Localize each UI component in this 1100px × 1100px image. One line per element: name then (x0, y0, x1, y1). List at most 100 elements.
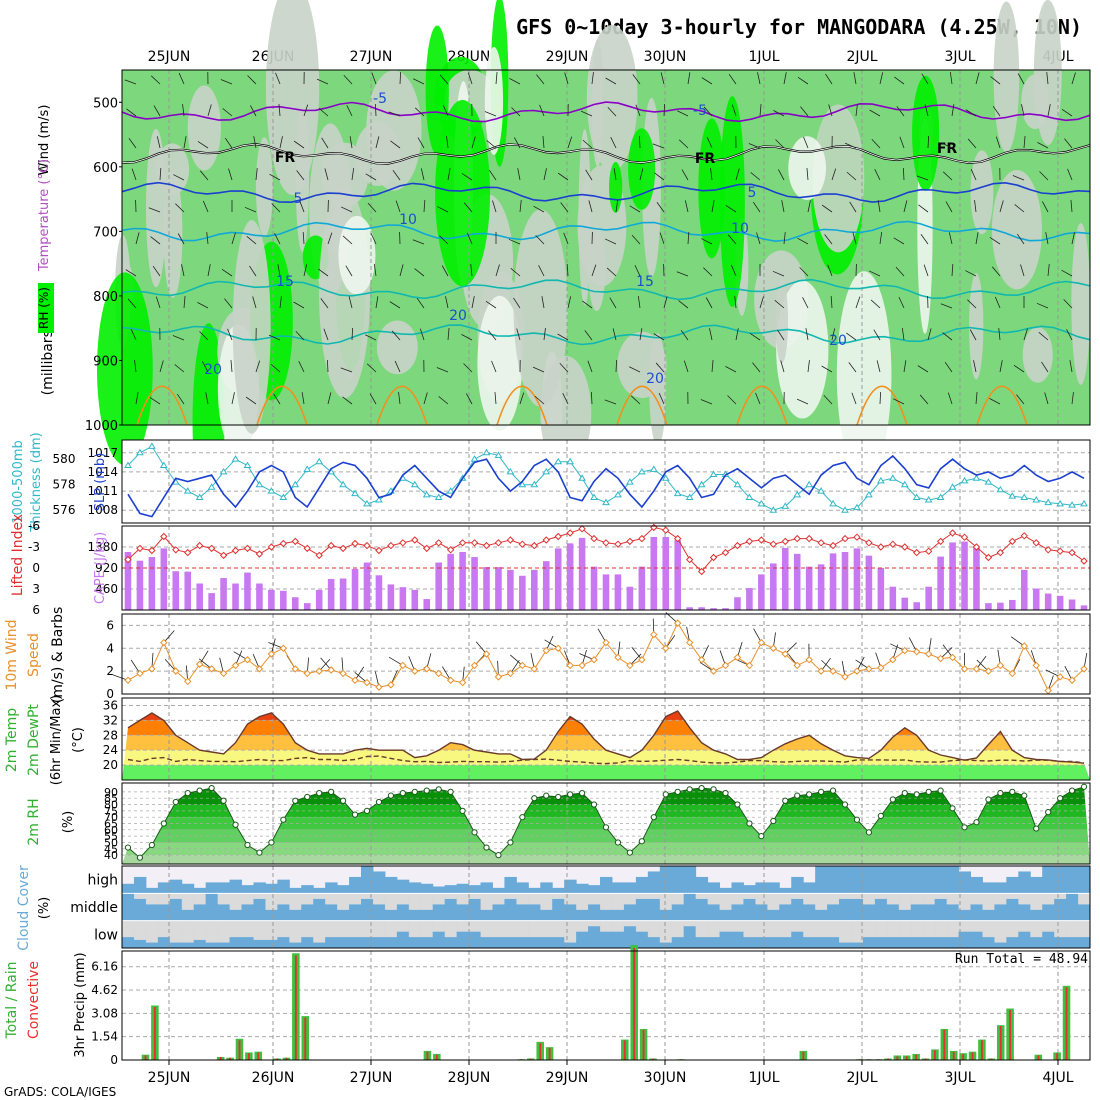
cloud-high-51 (731, 882, 744, 894)
thickness-marker-66 (912, 493, 921, 500)
upper-wind-barb (965, 270, 977, 277)
warm-contour-4 (616, 385, 668, 426)
li-marker-53 (757, 536, 766, 544)
upper-wind-barb (895, 266, 905, 277)
rh-marker-73 (997, 790, 1004, 797)
cloud-high-52 (743, 885, 756, 894)
upper-wind-barb (676, 271, 689, 277)
upper-wind-barb (279, 136, 283, 149)
rh-marker-42 (626, 849, 634, 856)
cloud-gap-low-61 (850, 920, 864, 943)
cloud-low-72 (982, 937, 995, 948)
upper-wind-barb (757, 72, 761, 85)
upper-wind-barb (375, 296, 379, 309)
upper-wind-barb (437, 206, 449, 213)
upper-wind-barb (969, 329, 977, 341)
cloud-middle-44 (647, 898, 661, 921)
upper-wind-barb (183, 296, 186, 309)
cloud-low-48 (695, 937, 709, 948)
cloud-middle-12 (265, 909, 278, 921)
cloud-low-74 (1006, 937, 1019, 948)
cloud-middle-60 (839, 898, 852, 921)
cloud-middle-65 (898, 909, 912, 921)
warm-contour-5 (736, 385, 788, 426)
cloud-low-29 (468, 931, 482, 948)
upper-wind-barb (941, 142, 953, 149)
rh-marker-10 (244, 841, 251, 849)
upper-ytick-5: 1000 (85, 419, 118, 434)
upper-wind-barb (874, 169, 881, 181)
thickness-marker-61 (853, 503, 861, 511)
rh-marker-58 (818, 788, 825, 795)
upper-wind-barb (207, 104, 212, 117)
upper-wind-barb (830, 296, 833, 309)
upper-wind-barb (756, 232, 761, 245)
cloud-gap-middle-1 (133, 893, 147, 899)
upper-wind-barb (680, 329, 689, 341)
rh-marker-3 (160, 820, 167, 827)
cloud-high-1 (133, 876, 147, 894)
cloud-high-77 (1042, 866, 1055, 894)
cloud-low-77 (1042, 931, 1055, 948)
rh-marker-19 (351, 811, 359, 818)
bottom-date-label-4: 29JUN (546, 1070, 589, 1086)
upper-wind-barb (613, 168, 617, 181)
slp-tick-2: 1011 (87, 484, 118, 498)
upper-wind-barb (370, 232, 377, 245)
cloud-low-18 (337, 937, 350, 948)
upper-wind-barb (821, 204, 833, 213)
upper-wind-barb (877, 200, 881, 213)
cape-bar-3 (160, 548, 168, 610)
cloud-gap-middle-3 (157, 893, 171, 905)
rh-tick-5: 65 (104, 818, 118, 831)
thickness-marker-54 (769, 506, 778, 513)
wind10-marker-23 (399, 661, 407, 670)
wind10-marker-39 (590, 656, 598, 664)
cloud-label-middle: middle (70, 900, 118, 916)
cloud-high-64 (886, 866, 900, 894)
cloud-low-70 (958, 931, 971, 948)
rh-marker-70 (961, 824, 968, 831)
wind10-marker-79 (1068, 676, 1076, 684)
upper-wind-barb (1044, 392, 1049, 405)
cloud-low-17 (325, 937, 338, 948)
thickness-marker-2 (147, 442, 156, 449)
rh-blob-55 (991, 170, 1042, 290)
thickness-marker-53 (757, 499, 766, 507)
upper-wind-barb (436, 367, 449, 373)
rh-marker-61 (853, 816, 861, 823)
cape-bar-80 (1080, 605, 1088, 610)
cloud-frame (121, 865, 1091, 949)
cloud-gap-middle-53 (755, 893, 768, 905)
upper-wind-barb (780, 360, 785, 373)
rh-marker-53 (758, 833, 765, 840)
precip-conv-bar-44 (539, 1043, 542, 1060)
cloud-low-22 (384, 937, 398, 948)
li-marker-77 (1044, 546, 1052, 554)
top-date-label-4: 29JUN (546, 49, 589, 65)
cloud-middle-63 (874, 898, 888, 921)
thickness-marker-6 (195, 493, 204, 500)
wind10-marker-38 (578, 661, 586, 670)
upper-wind-barb (975, 72, 980, 85)
cloud-middle-51 (731, 904, 744, 921)
precip-conv-bar-84 (915, 1054, 918, 1060)
contour-label-5: 5 (294, 191, 303, 207)
precip-conv-bar-54 (633, 947, 636, 1060)
cloud-gap-low-50 (719, 920, 732, 932)
cloud-gap-middle-39 (588, 893, 601, 905)
li-marker-6 (195, 541, 204, 550)
cloud-gap-low-15 (301, 920, 314, 938)
cloud-gap-low-28 (456, 920, 470, 932)
cloud-high-66 (910, 866, 924, 894)
upper-wind-barb (1071, 232, 1075, 245)
rh-blob-68 (1021, 74, 1049, 130)
cloud-high-46 (671, 866, 685, 894)
precip-conv-bar-2 (144, 1055, 147, 1060)
precip-conv-bar-100 (1065, 987, 1068, 1060)
upper-wind-barb (323, 328, 329, 341)
cloud-middle-30 (480, 909, 493, 921)
upper-wind-barb (705, 297, 713, 309)
temp-line (127, 710, 1085, 764)
wind10-marker-9 (231, 661, 240, 670)
